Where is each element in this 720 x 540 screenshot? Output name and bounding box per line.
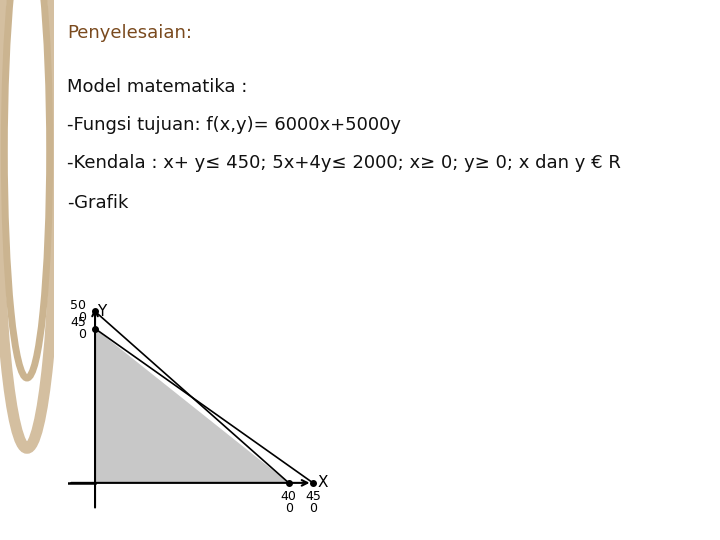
Text: 45
0: 45 0 [305,490,321,515]
Text: -Kendala : x+ y≤ 450; 5x+4y≤ 2000; x≥ 0; y≥ 0; x dan y € R: -Kendala : x+ y≤ 450; 5x+4y≤ 2000; x≥ 0;… [68,154,621,172]
Text: -Grafik: -Grafik [68,194,129,212]
Text: Penyelesaian:: Penyelesaian: [68,24,192,42]
Polygon shape [95,328,289,483]
Text: -Fungsi tujuan: f(x,y)= 6000x+5000y: -Fungsi tujuan: f(x,y)= 6000x+5000y [68,116,401,134]
Text: 40
0: 40 0 [281,490,297,515]
Text: 45
0: 45 0 [71,316,86,341]
Text: Model matematika :: Model matematika : [68,78,248,96]
Text: Y: Y [97,303,107,319]
Text: X: X [318,475,328,490]
Text: 50
0: 50 0 [71,299,86,324]
